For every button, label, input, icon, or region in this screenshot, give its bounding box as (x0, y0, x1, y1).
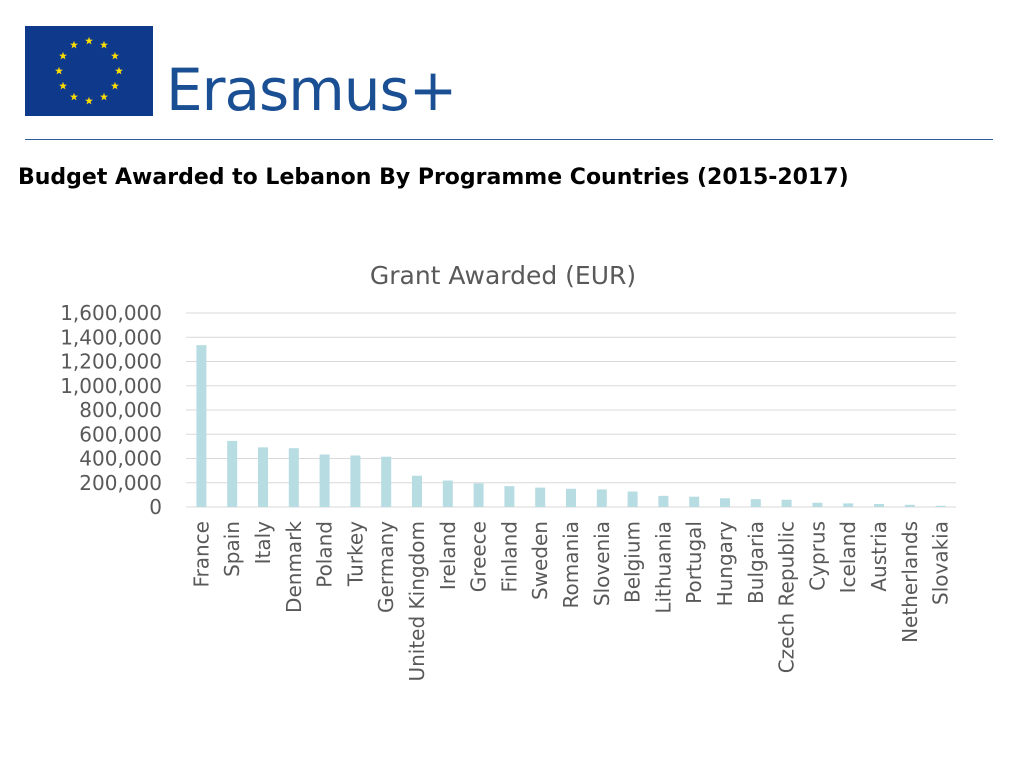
y-tick-label: 200,000 (79, 471, 162, 495)
x-tick-label: Bulgaria (744, 521, 768, 604)
bar-poland (319, 454, 330, 507)
bar-series (196, 345, 946, 507)
bar-turkey (350, 455, 361, 507)
x-tick-label: Czech Republic (775, 521, 799, 673)
x-axis-ticks: France Spain Italy Denmark Poland Turkey Germa… (189, 521, 952, 682)
x-tick-label: Turkey (343, 521, 367, 587)
eu-flag-logo (25, 26, 153, 116)
x-tick-label: Portugal (682, 521, 706, 604)
x-tick-label: Slovakia (929, 521, 953, 605)
y-tick-label: 1,000,000 (60, 374, 162, 398)
flag-star-icon (55, 66, 63, 75)
bar-greece (473, 483, 484, 507)
x-tick-label: United Kingdom (405, 521, 429, 682)
x-tick-label: Finland (497, 521, 521, 592)
x-tick-label: Iceland (836, 521, 860, 593)
x-tick-label: Germany (374, 521, 398, 613)
y-tick-label: 1,400,000 (60, 325, 162, 349)
bar-denmark (288, 448, 299, 507)
y-tick-label: 400,000 (79, 447, 162, 471)
y-tick-label: 800,000 (79, 398, 162, 422)
x-tick-label: France (189, 521, 213, 588)
x-tick-label: Austria (867, 521, 891, 592)
flag-star-icon (100, 92, 108, 101)
x-tick-label: Cyprus (805, 521, 829, 591)
bar-iceland (843, 503, 854, 507)
x-tick-label: Belgium (621, 521, 645, 603)
bar-bulgaria (750, 499, 761, 507)
bar-finland (504, 486, 515, 507)
x-tick-label: Slovenia (590, 521, 614, 606)
slide-headline: Budget Awarded to Lebanon By Programme C… (18, 165, 849, 190)
y-axis-ticks: 0200,000400,000600,000800,0001,000,0001,… (60, 301, 162, 519)
x-tick-label: Ireland (436, 521, 460, 590)
bar-germany (381, 456, 392, 507)
flag-star-icon (85, 36, 93, 45)
x-tick-label: Denmark (282, 521, 306, 613)
flag-star-icon (59, 51, 68, 60)
bar-hungary (720, 498, 730, 507)
x-tick-label: Poland (313, 521, 337, 588)
grid-lines (186, 312, 956, 508)
bar-ireland (442, 480, 453, 507)
y-tick-label: 600,000 (79, 422, 162, 446)
x-tick-label: Greece (467, 521, 491, 592)
erasmus-logo-text: Erasmus+ (166, 56, 457, 124)
bar-netherlands (904, 504, 915, 507)
header-divider (25, 139, 993, 140)
bar-sweden (535, 487, 546, 507)
chart-canvas: Grant Awarded (EUR) 0200,000400,000600,0… (60, 261, 956, 682)
flag-star-icon (59, 81, 68, 90)
bar-portugal (689, 496, 700, 507)
bar-france (196, 345, 207, 507)
bar-romania (566, 488, 576, 507)
bar-belgium (627, 491, 638, 507)
x-tick-label: Sweden (528, 521, 552, 600)
eu-flag-stars (55, 36, 123, 105)
bar-cyprus (812, 502, 823, 507)
bar-czech-republic (781, 499, 792, 507)
flag-star-icon (110, 51, 119, 60)
flag-star-icon (115, 66, 123, 75)
flag-star-icon (110, 81, 119, 90)
y-tick-label: 1,600,000 (60, 301, 162, 325)
flag-star-icon (100, 40, 108, 49)
y-tick-label: 1,200,000 (60, 350, 162, 374)
flag-star-icon (70, 92, 78, 101)
chart-title: Grant Awarded (EUR) (370, 261, 636, 290)
x-tick-label: Italy (251, 521, 275, 565)
x-tick-label: Netherlands (898, 521, 922, 643)
x-tick-label: Spain (220, 521, 244, 577)
x-tick-label: Romania (559, 521, 583, 608)
bar-italy (258, 447, 268, 507)
bar-slovakia (935, 505, 946, 507)
flag-star-icon (70, 40, 78, 49)
bar-lithuania (658, 495, 669, 507)
y-tick-label: 0 (149, 495, 162, 519)
x-tick-label: Lithuania (651, 521, 675, 614)
x-tick-label: Hungary (713, 521, 737, 607)
bar-slovenia (596, 489, 607, 507)
flag-star-icon (85, 96, 93, 105)
bar-united-kingdom (412, 475, 422, 507)
bar-chart: Grant Awarded (EUR) 0 200,000 400,000 600,0… (0, 250, 1024, 750)
bar-austria (874, 503, 884, 507)
bar-spain (227, 440, 238, 507)
